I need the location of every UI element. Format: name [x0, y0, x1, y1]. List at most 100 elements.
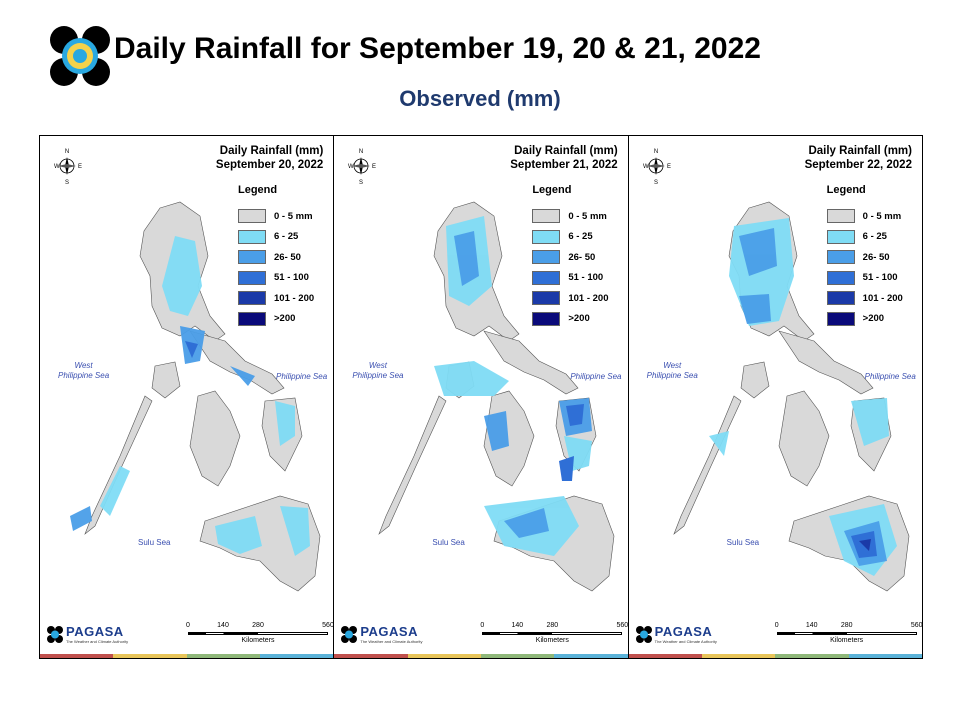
legend-swatch	[238, 291, 266, 306]
legend-item: 101 - 200	[238, 288, 330, 309]
color-strip	[334, 654, 628, 658]
pagasa-logo: PAGASA The Weather and Climate Authority	[340, 618, 426, 648]
panel-title-date: September 22, 2022	[804, 159, 912, 171]
legend-title: Legend	[238, 184, 278, 196]
compass-rose-icon: N W E S	[348, 149, 376, 186]
sulu-sea-label: Sulu Sea	[138, 538, 171, 547]
map-legend: Legend 0 - 5 mm 6 - 25 26- 50 51 - 100 1…	[826, 184, 919, 330]
panel-title: Daily Rainfall (mm) September 21, 2022	[510, 144, 617, 172]
pagasa-logo: PAGASA The Weather and Climate Authority	[635, 618, 721, 648]
legend-item: 51 - 100	[826, 268, 919, 289]
compass-n-label: N	[65, 149, 69, 155]
legend-item: 51 - 100	[238, 268, 330, 289]
philippines-map-3	[672, 201, 909, 592]
legend-item: >200	[826, 309, 919, 330]
svg-text:S: S	[65, 180, 69, 186]
philippines-map-2	[378, 201, 615, 592]
rain-zone-51-100	[185, 341, 198, 358]
legend-item: 101 - 200	[826, 288, 919, 309]
rain-zone-6-25	[434, 361, 510, 396]
rain-zone-26-50	[454, 231, 480, 286]
legend-item: 0 - 5 mm	[238, 206, 330, 227]
svg-text:S: S	[359, 180, 363, 186]
philippine-sea-label: Philippine Sea	[864, 372, 916, 381]
legend-item: >200	[532, 309, 624, 330]
svg-text:E: E	[78, 164, 82, 170]
rain-zone-26-50	[484, 411, 510, 451]
rain-zone-6-25	[280, 506, 310, 556]
palawan-landmass	[672, 395, 742, 535]
philippines-map-1	[70, 201, 321, 592]
panel-title-date: September 21, 2022	[510, 159, 618, 171]
page-title: Daily Rainfall for September 19, 20 & 21…	[114, 32, 761, 65]
legend-swatch	[238, 250, 266, 265]
legend-item: 26- 50	[238, 247, 330, 268]
pagasa-logo: PAGASA The Weather and Climate Authority	[46, 618, 132, 648]
svg-text:E: E	[667, 164, 671, 170]
rain-zone-101-200	[858, 539, 871, 551]
mindoro-landmass	[151, 361, 181, 399]
panel-title-date: September 20, 2022	[215, 159, 324, 171]
sulu-sea-label: Sulu Sea	[726, 538, 760, 547]
svg-text:N: N	[359, 149, 363, 155]
philippine-sea-label: Philippine Sea	[570, 372, 622, 381]
palawan-landmass	[84, 395, 153, 535]
rain-zone-51-100	[566, 404, 585, 426]
legend-item: >200	[238, 309, 330, 330]
legend-swatch	[532, 311, 561, 326]
rain-zone-6-25	[275, 401, 295, 446]
rain-zone-6-25	[850, 398, 889, 446]
map-scale-bar: 0 140 280 560 Kilometers	[186, 622, 334, 644]
rain-zone-6-25	[162, 236, 202, 316]
west-philippine-sea-label: West Philippine Sea	[646, 361, 698, 380]
legend-swatch	[532, 209, 561, 224]
legend-item: 51 - 100	[532, 268, 624, 289]
legend-swatch	[238, 311, 266, 326]
svg-text:N: N	[653, 149, 657, 155]
panel-title-line1: Daily Rainfall (mm)	[808, 145, 912, 157]
svg-text:W: W	[348, 164, 354, 170]
legend-title: Legend	[826, 184, 866, 196]
legend-swatch	[238, 270, 266, 285]
mindoro-landmass	[740, 361, 769, 399]
rain-zone-6-25	[100, 466, 130, 516]
legend-swatch	[826, 209, 855, 224]
svg-text:W: W	[643, 164, 649, 170]
rainfall-map-panel-3: N W E S Daily Rainfall (mm) September 22…	[628, 136, 922, 658]
bicol-landmass	[777, 330, 874, 395]
rainfall-panels: N W E S Daily Rainfall (mm) September 20…	[39, 135, 923, 659]
rain-zone-26-50	[70, 506, 92, 531]
compass-rose-icon: N W E S	[54, 149, 82, 186]
rain-zone-26-50	[230, 366, 255, 386]
pagasa-emblem-icon	[341, 626, 358, 643]
rain-zone-6-25	[708, 431, 729, 456]
panel-title-line1: Daily Rainfall (mm)	[219, 145, 324, 157]
legend-swatch	[826, 270, 855, 285]
panel-title: Daily Rainfall (mm) September 22, 2022	[805, 144, 912, 172]
legend-swatch	[532, 291, 561, 306]
map-legend: Legend 0 - 5 mm 6 - 25 26- 50 51 - 100 1…	[532, 184, 624, 329]
panel-title: Daily Rainfall (mm) September 20, 2022	[216, 144, 323, 172]
rain-zone-51-100	[559, 456, 575, 481]
page-subtitle: Observed (mm)	[399, 86, 561, 111]
legend-swatch	[826, 250, 855, 265]
west-philippine-sea-label: West Philippine Sea	[58, 361, 110, 380]
legend-swatch	[532, 229, 561, 244]
legend-item: 6 - 25	[826, 227, 919, 248]
legend-swatch	[238, 229, 266, 244]
color-strip	[40, 654, 334, 658]
legend-item: 26- 50	[532, 247, 624, 268]
legend-title: Legend	[532, 184, 572, 196]
rain-zone-26-50	[738, 294, 771, 324]
rainfall-map-panel-2: N W E S Daily Rainfall (mm) September 21…	[334, 136, 629, 658]
visayas-landmass	[778, 390, 829, 487]
rain-zone-26-50	[738, 228, 777, 276]
map-legend: Legend 0 - 5 mm 6 - 25 26- 50 51 - 100 1…	[238, 184, 330, 329]
west-philippine-sea-label: West Philippine Sea	[352, 361, 404, 380]
svg-text:S: S	[654, 180, 658, 186]
legend-item: 26- 50	[826, 247, 919, 268]
map-scale-bar: 0 140 280 560 Kilometers	[480, 622, 629, 644]
legend-item: 101 - 200	[532, 288, 624, 309]
color-strip	[628, 654, 922, 658]
legend-item: 6 - 25	[532, 227, 624, 248]
